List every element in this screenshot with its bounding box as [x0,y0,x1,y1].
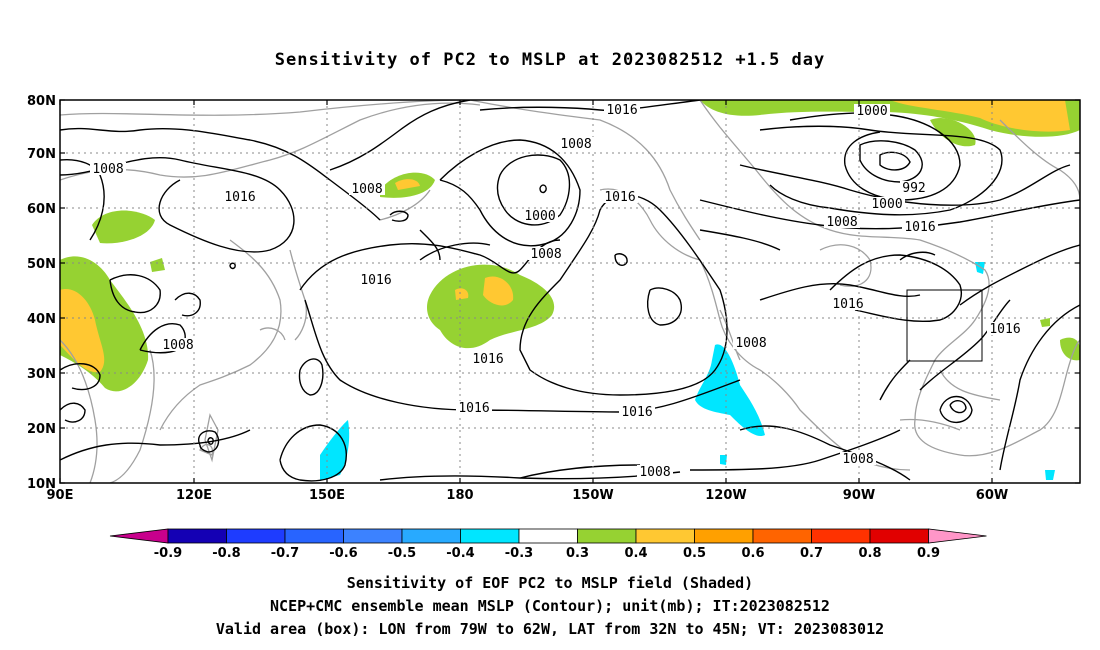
colorbar-swatch [752,528,812,544]
lat-label: 60N [27,202,56,217]
chart-title: Sensitivity of PC2 to MSLP at 2023082512… [274,50,826,70]
latitude-labels: 80N 70N 60N 50N 40N 30N 20N 10N [27,94,56,492]
caption-contour: NCEP+CMC ensemble mean MSLP (Contour); u… [270,597,830,615]
colorbar-label: -0.5 [388,546,416,561]
lon-label: 90W [843,488,875,503]
contour-labels: 1016100810161008100010161008101610161008… [90,103,1023,480]
colorbar-swatch [811,528,871,544]
colorbar-swatch [577,528,637,544]
lat-label: 40N [27,312,56,327]
contour-label: 1016 [458,401,489,416]
contour-label: 1016 [832,297,863,312]
contour-label: 1016 [904,220,935,235]
colorbar-low-arrow [109,528,169,544]
contour-label: 1000 [871,197,902,212]
colorbar-label: 0.3 [566,546,589,561]
colorbar-label: -0.3 [505,546,533,561]
caption-valid-area: Valid area (box): LON from 79W to 62W, L… [215,620,885,638]
colorbar-label: 0.7 [800,546,823,561]
colorbar-label: 0.4 [624,546,647,561]
lat-label: 70N [27,147,56,162]
colorbar-swatch [518,528,578,544]
colorbar-label: 0.6 [741,546,764,561]
contour-label: 1016 [606,103,637,118]
lon-label: 60W [976,488,1008,503]
colorbar-label: -0.9 [154,546,182,561]
contour-label: 1008 [162,338,193,353]
valid-area-box [906,289,983,362]
contour-label: 1008 [826,215,857,230]
positive-sensitivity-shading [60,100,1080,392]
contour-label: 1008 [530,247,561,262]
contour-label: 1000 [856,104,887,119]
contour-label: 1016 [989,322,1020,337]
colorbar-label: -0.6 [329,546,357,561]
axis-ticks [59,99,1080,484]
contour-label: 1008 [735,336,766,351]
colorbar-label: 0.9 [917,546,940,561]
lon-label: 150E [309,488,345,503]
contour-label: 1008 [560,137,591,152]
colorbar-swatch [460,528,520,544]
mslp-contours [60,100,1080,482]
colorbar-label: 0.5 [683,546,706,561]
contour-label: 1008 [351,182,382,197]
lat-label: 50N [27,257,56,272]
contour-label: 1000 [524,209,555,224]
colorbar-swatch [401,528,461,544]
contour-label: 1016 [360,273,391,288]
lon-label: 180 [446,488,473,503]
contour-label: 1008 [639,465,670,480]
graticule [60,100,1080,483]
colorbar-swatch [694,528,754,544]
colorbar-label: -0.8 [212,546,240,561]
lon-label: 90E [47,488,74,503]
colorbar-swatch [284,528,344,544]
contour-label: 1008 [92,162,123,177]
contour-label: 1016 [472,352,503,367]
negative-sensitivity-shading [320,262,1055,480]
map-frame [59,99,1081,484]
contour-label: 1016 [621,405,652,420]
contour-label: 1016 [224,190,255,205]
lat-label: 10N [27,477,56,492]
colorbar-swatch [167,528,227,544]
lat-label: 80N [27,94,56,109]
lon-label: 120W [705,488,746,503]
caption-shading: Sensitivity of EOF PC2 to MSLP field (Sh… [346,574,754,592]
colorbar-label: -0.7 [271,546,299,561]
contour-label: 1016 [604,190,635,205]
colorbar-label: -0.4 [446,546,474,561]
contour-label: 992 [902,181,925,196]
colorbar-high-arrow [928,528,987,544]
colorbar-swatch [869,528,929,544]
colorbar-swatch [635,528,695,544]
contour-label: 1008 [842,452,873,467]
colorbar-swatch [226,528,286,544]
longitude-labels: 90E 120E 150E 180 150W 120W 90W 60W [47,488,1009,503]
colorbar-swatch [343,528,403,544]
lon-label: 120E [176,488,212,503]
lat-label: 30N [27,367,56,382]
colorbar-label: 0.8 [858,546,881,561]
lat-label: 20N [27,422,56,437]
lon-label: 150W [572,488,613,503]
